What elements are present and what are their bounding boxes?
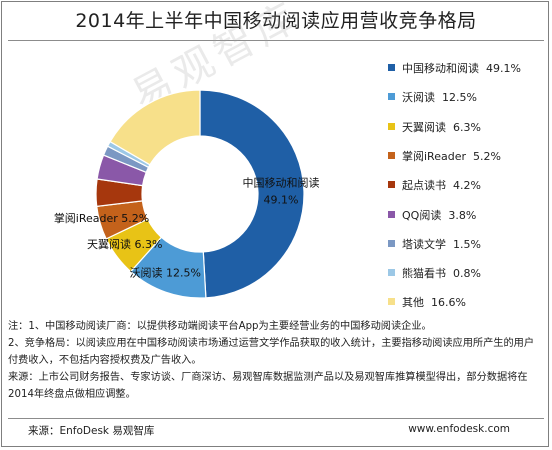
legend-label-0: 中国移动和阅读	[402, 62, 479, 75]
footnotes: 注：1、中国移动阅读厂商：以提供移动端阅读平台App为主要经营业务的中国移动阅读…	[8, 318, 544, 403]
legend-value-1: 12.5%	[435, 91, 477, 105]
donut-chart: 中国移动和阅读 49.1% 沃阅读 12.5% 天翼阅读 6.3% 掌阅iReader …	[54, 89, 319, 299]
legend-value-4: 4.2%	[446, 179, 481, 193]
slice-1-outside-label: 沃阅读 12.5%	[129, 265, 200, 279]
note-definition: 注：1、中国移动阅读厂商：以提供移动端阅读平台App为主要经营业务的中国移动阅读…	[8, 321, 432, 332]
legend-value-5: 3.8%	[441, 208, 477, 222]
legend-item-4: 起点读书 4.2%	[388, 177, 481, 193]
legend-item-5: QQ阅读 3.8%	[388, 207, 476, 223]
title-divider	[8, 40, 544, 41]
note-competition: 2、竞争格局：以阅读应用在中国移动阅读市场通过运营文学作品获取的收入统计，主要指…	[8, 338, 535, 366]
legend-value-0: 49.1%	[479, 62, 521, 75]
legend-value-7: 0.8%	[446, 267, 481, 281]
legend-value-6: 1.5%	[446, 237, 481, 251]
legend-label-8: 其他	[402, 296, 424, 310]
legend-value-8: 16.6%	[424, 296, 466, 310]
legend-swatch-1	[388, 93, 395, 101]
legend-swatch-7	[388, 269, 395, 277]
legend-item-7: 熊猫看书 0.8%	[388, 265, 481, 281]
slice-3-outside-label: 掌阅iReader 5.2%	[54, 211, 149, 225]
chart-title: 2014年上半年中国移动阅读应用营收竞争格局	[75, 10, 477, 32]
slice-8	[109, 89, 201, 166]
slice-2-outside-label: 天翼阅读 6.3%	[87, 237, 162, 251]
legend-swatch-0	[388, 64, 395, 71]
legend-label-3: 掌阅iReader	[402, 149, 466, 163]
legend-label-4: 起点读书	[402, 179, 446, 193]
slice-0-inside-value: 49.1%	[263, 194, 298, 207]
legend-item-1: 沃阅读 12.5%	[388, 89, 477, 105]
legend-label-2: 天翼阅读	[402, 120, 446, 134]
legend-value-2: 6.3%	[446, 120, 481, 134]
legend-label-5: QQ阅读	[402, 208, 442, 222]
legend-swatch-8	[388, 298, 395, 306]
legend-swatch-3	[388, 151, 395, 159]
legend-swatch-6	[388, 239, 395, 247]
footer-divider	[8, 418, 544, 419]
footer-source: 来源：EnfoDesk 易观智库	[28, 425, 155, 437]
legend-swatch-4	[388, 181, 395, 189]
legend-item-2: 天翼阅读 6.3%	[388, 119, 481, 135]
legend-item-0: 中国移动和阅读 49.1%	[388, 60, 521, 76]
footer-url: www.enfodesk.com	[408, 423, 510, 435]
legend-item-6: 塔读文学 1.5%	[388, 236, 481, 252]
slice-0	[199, 89, 305, 299]
legend-label-7: 熊猫看书	[402, 267, 446, 281]
legend-value-3: 5.2%	[466, 149, 501, 163]
legend-item-8: 其他 16.6%	[388, 294, 466, 310]
legend-item-3: 掌阅iReader 5.2%	[388, 148, 501, 164]
slice-0-inside-label: 中国移动和阅读	[242, 176, 319, 190]
legend-label-6: 塔读文学	[402, 237, 446, 251]
legend-label-1: 沃阅读	[402, 91, 435, 105]
note-source: 来源：上市公司财务报告、专家访谈、厂商深访、易观智库数据监测产品以及易观智库推算…	[8, 372, 528, 400]
legend-swatch-5	[388, 210, 395, 218]
legend-swatch-2	[388, 122, 395, 130]
